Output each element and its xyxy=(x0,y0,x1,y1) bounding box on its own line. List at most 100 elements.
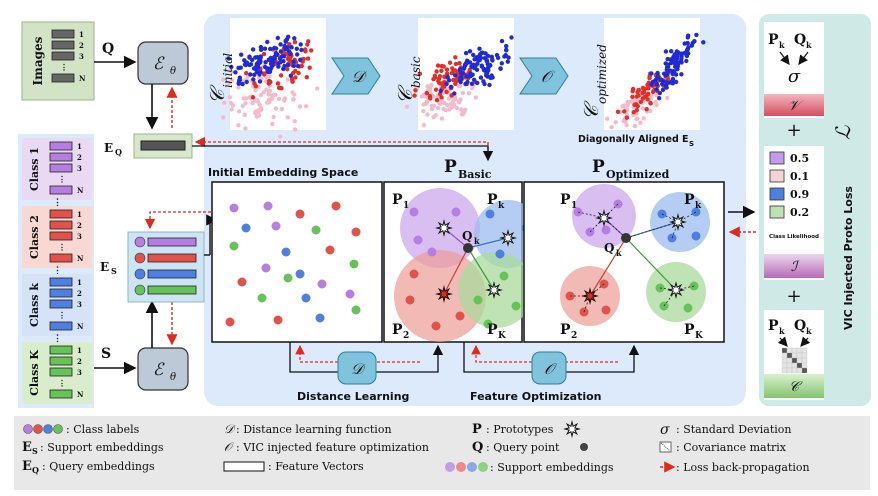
likelihood-value: 0.1 xyxy=(790,170,809,183)
embedding-point xyxy=(237,277,247,287)
scatter-initial xyxy=(221,34,320,139)
invariance-term: 0.5 0.1 0.9 0.2 Class Likelihood ℐ xyxy=(764,146,824,280)
cov-qk-sub: k xyxy=(806,326,812,336)
likelihood-value: 0.9 xyxy=(790,188,809,201)
es-label: E xyxy=(100,260,109,274)
plus-1: + xyxy=(786,120,801,141)
legend-p-text: : Prototypes xyxy=(486,423,554,436)
embedding-point xyxy=(261,263,271,273)
row-index: 3 xyxy=(77,300,82,309)
legend-support-dots xyxy=(445,462,488,472)
svg-text:⋮: ⋮ xyxy=(53,265,62,276)
row-index: 2 xyxy=(77,221,82,230)
support-class-stacks: Class 1 1 2 3 N ⋮ ⋮ Class 2 1 2 3 N ⋮ ⋮ Class k 1 2 3 N ⋮ ⋮ C… xyxy=(22,138,92,404)
p-optimized-sub: Optimized xyxy=(606,168,670,181)
embedding-point xyxy=(315,313,325,323)
basic-query-point xyxy=(463,243,473,253)
row-index: N xyxy=(77,322,84,331)
prototype-star xyxy=(485,281,503,299)
prototype-star xyxy=(435,219,453,237)
legend-d-text: : Distance learning function xyxy=(236,423,392,436)
opt-p2: P xyxy=(560,322,571,338)
svg-text:⋮: ⋮ xyxy=(60,62,68,72)
likelihood-value: 0.5 xyxy=(790,152,809,165)
legend-prototype-star xyxy=(563,420,581,438)
images-label: Images xyxy=(31,36,45,85)
legend-p-sym: P xyxy=(472,422,482,437)
legend-sigma-sym: σ xyxy=(660,422,670,438)
covariance-matrix-icon xyxy=(781,347,808,374)
embedding-point xyxy=(331,201,341,211)
embedding-point xyxy=(351,305,361,315)
opt-pk-sub: k xyxy=(695,201,702,211)
legend-panel xyxy=(14,416,870,490)
embedding-point xyxy=(311,225,321,235)
opt-qk: Q xyxy=(604,241,614,255)
legend-eq-sub: Q xyxy=(32,465,39,475)
opt-pk: P xyxy=(684,192,695,208)
embedding-point xyxy=(241,223,251,233)
prototype-star xyxy=(667,281,685,299)
basic-qk: Q xyxy=(462,229,472,243)
row-index: 1 xyxy=(77,142,82,151)
d-node: 𝒟 xyxy=(337,351,377,385)
row-index: 3 xyxy=(77,232,82,241)
var-qk: Q xyxy=(794,32,806,48)
opt-p1-sub: 1 xyxy=(571,201,577,211)
embedding-point xyxy=(225,317,235,327)
legend-es-sym: E xyxy=(22,440,32,455)
svg-text:⋮: ⋮ xyxy=(58,378,66,388)
basic-qk-sub: k xyxy=(474,236,480,246)
c-optimized-sub: optimized xyxy=(595,44,609,104)
row-index: 3 xyxy=(77,164,82,173)
embedding-point xyxy=(257,293,267,303)
class-label: Class K xyxy=(28,350,41,396)
image-stack: 1 2 3 N ⋮ xyxy=(51,29,86,83)
distance-learning-label: Distance Learning xyxy=(297,390,409,403)
p-basic-title: P xyxy=(444,157,457,177)
embedding-point xyxy=(351,227,361,237)
class-likelihood-label: Class Likelihood xyxy=(769,234,819,240)
embedding-point xyxy=(229,203,239,213)
class-label: Class 2 xyxy=(28,215,41,259)
row-index: 2 xyxy=(77,289,82,298)
legend-query-emb-text: : Query embeddings xyxy=(42,460,155,473)
covariance-term: P k Q k 𝒞 xyxy=(764,310,824,400)
row-index: N xyxy=(77,254,84,263)
eq-sub: Q xyxy=(115,147,122,157)
opt-p1: P xyxy=(560,192,571,208)
p-optimized-title: P xyxy=(592,157,605,177)
encoder-theta: θ xyxy=(170,66,176,77)
opt-pK-sub: K xyxy=(695,331,704,341)
encoder-symbol: ℰ xyxy=(153,54,165,74)
class-stack: 1 2 3 N ⋮ xyxy=(49,345,84,399)
row-index: N xyxy=(79,74,86,83)
row-index: N xyxy=(77,186,84,195)
cov-qk: Q xyxy=(794,318,806,334)
variance-term: P k Q k σ 𝒱 xyxy=(764,22,824,118)
plus-2: + xyxy=(786,286,801,307)
embedding-point xyxy=(325,245,335,255)
embedding-point xyxy=(283,273,293,283)
legend-q-sym: Q xyxy=(472,440,483,455)
class-label: Class 1 xyxy=(28,147,41,191)
var-pk: P xyxy=(768,32,779,48)
legend-sigma-text: : Standard Deviation xyxy=(676,423,791,436)
opt-qk-sub: k xyxy=(616,248,622,258)
svg-text:⋮: ⋮ xyxy=(58,174,66,184)
row-index: 3 xyxy=(79,52,84,61)
encoder-symbol-2: ℰ xyxy=(153,360,165,380)
d-node-symbol: 𝒟 xyxy=(351,360,366,378)
row-index: 3 xyxy=(77,368,82,377)
basic-pk-sub: k xyxy=(498,201,505,211)
embedding-point xyxy=(349,259,359,269)
legend-se-text: : Support embeddings xyxy=(490,461,614,474)
diag-aligned-label: Diagonally Aligned E xyxy=(578,134,689,145)
embedding-point xyxy=(281,247,291,257)
class-label: Class k xyxy=(28,283,41,327)
query-embedding-box xyxy=(133,133,193,159)
legend-d-sym: 𝒟 xyxy=(224,422,236,436)
loss-symbol: ℒ xyxy=(831,125,855,140)
row-index: 2 xyxy=(77,153,82,162)
